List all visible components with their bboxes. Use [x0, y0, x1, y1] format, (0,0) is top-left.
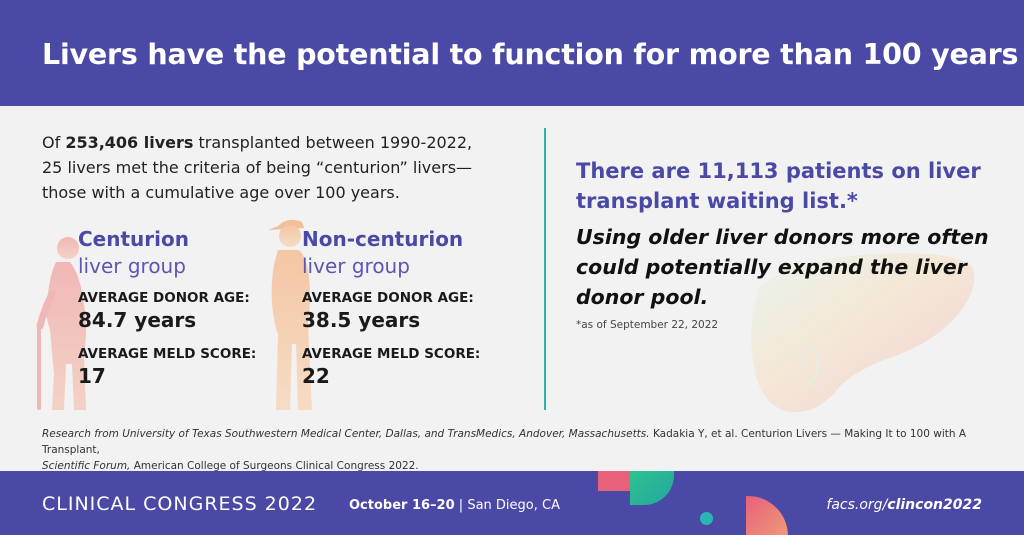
- coral-block-decoration: [598, 471, 630, 491]
- non-centurion-donor-age-value: 38.5 years: [302, 308, 421, 332]
- url-prefix: facs.org/: [826, 497, 888, 513]
- date-separator: |: [454, 498, 468, 513]
- centurion-meld-value: 17: [78, 364, 106, 388]
- intro-line-1: Of 253,406 livers transplanted between 1…: [42, 130, 542, 155]
- centurion-donor-age-label: AVERAGE DONOR AGE:: [78, 290, 250, 306]
- event-name: CLINICAL CONGRESS 2022: [42, 493, 318, 515]
- event-location: San Diego, CA: [467, 498, 560, 513]
- main-panel: Of 253,406 livers transplanted between 1…: [0, 106, 1024, 471]
- non-centurion-donor-age-label: AVERAGE DONOR AGE:: [302, 290, 474, 306]
- donor-pool-statement: Using older liver donors more often coul…: [576, 225, 989, 309]
- centurion-subtitle: liver group: [78, 254, 186, 278]
- coral-half-circle-decoration: [746, 496, 788, 535]
- event-dates-location: October 16–20 | San Diego, CA: [349, 498, 560, 513]
- intro-paragraph: Of 253,406 livers transplanted between 1…: [42, 130, 542, 205]
- citation-line-2: Scientific Forum, American College of Su…: [42, 458, 1002, 471]
- elderly-person-with-cane-icon: [36, 237, 86, 410]
- centurion-meld-label: AVERAGE MELD SCORE:: [78, 346, 257, 362]
- citation: Research from University of Texas Southw…: [42, 426, 1002, 471]
- event-dates: October 16–20: [349, 498, 455, 513]
- person-with-cap-icon: [268, 219, 312, 410]
- non-centurion-meld-label: AVERAGE MELD SCORE:: [302, 346, 481, 362]
- centurion-title: Centurion: [78, 227, 189, 251]
- non-centurion-subtitle: liver group: [302, 254, 410, 278]
- centurion-donor-age-value: 84.7 years: [78, 308, 197, 332]
- footer-banner: CLINICAL CONGRESS 2022 October 16–20 | S…: [0, 471, 1024, 535]
- non-centurion-meld-value: 22: [302, 364, 330, 388]
- website-link[interactable]: facs.org/clincon2022: [826, 497, 982, 513]
- intro-line-1-rest: transplanted between 1990-2022,: [193, 133, 473, 152]
- date-footnote: *as of September 22, 2022: [576, 319, 719, 331]
- non-centurion-title: Non-centurion: [302, 227, 464, 251]
- intro-line-3: those with a cumulative age over 100 yea…: [42, 183, 400, 202]
- teal-dot-decoration: [700, 512, 713, 525]
- citation-forum: Scientific Forum,: [42, 460, 131, 471]
- citation-institutions: Research from University of Texas Southw…: [42, 428, 650, 440]
- liver-count: 253,406 livers: [65, 133, 194, 152]
- waiting-list-headline: There are 11,113 patients on liver trans…: [576, 159, 981, 213]
- header-banner: Livers have the potential to function fo…: [0, 0, 1024, 106]
- citation-reference: Kadakia Y, et al. Centurion Livers — Mak…: [42, 428, 967, 456]
- intro-line-2: 25 livers met the criteria of being “cen…: [42, 158, 473, 177]
- green-quarter-circle-decoration: [630, 471, 674, 505]
- citation-line-1: Research from University of Texas Southw…: [42, 426, 1002, 458]
- url-path: clincon2022: [887, 497, 982, 513]
- intro-prefix: Of: [42, 133, 66, 152]
- citation-congress: American College of Surgeons Clinical Co…: [130, 460, 419, 471]
- vertical-divider: [544, 128, 546, 410]
- page-title: Livers have the potential to function fo…: [42, 38, 1019, 71]
- liver-illustration-icon: [751, 253, 975, 413]
